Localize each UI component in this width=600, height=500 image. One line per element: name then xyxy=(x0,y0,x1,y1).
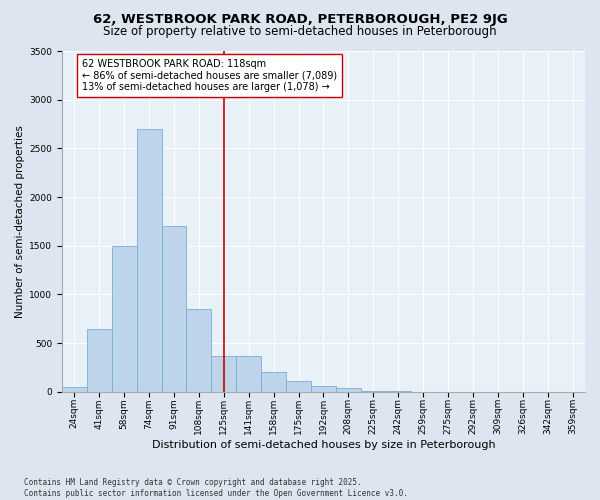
Text: Contains HM Land Registry data © Crown copyright and database right 2025.
Contai: Contains HM Land Registry data © Crown c… xyxy=(24,478,408,498)
X-axis label: Distribution of semi-detached houses by size in Peterborough: Distribution of semi-detached houses by … xyxy=(152,440,495,450)
Bar xyxy=(361,391,386,392)
Bar xyxy=(112,246,137,392)
Bar xyxy=(137,129,161,392)
Text: Size of property relative to semi-detached houses in Peterborough: Size of property relative to semi-detach… xyxy=(103,25,497,38)
Bar xyxy=(286,381,311,392)
Bar xyxy=(187,309,211,392)
Bar xyxy=(87,328,112,392)
Text: 62 WESTBROOK PARK ROAD: 118sqm
← 86% of semi-detached houses are smaller (7,089): 62 WESTBROOK PARK ROAD: 118sqm ← 86% of … xyxy=(82,59,337,92)
Bar xyxy=(261,372,286,392)
Bar xyxy=(236,356,261,392)
Bar xyxy=(62,387,87,392)
Bar xyxy=(161,226,187,392)
Text: 62, WESTBROOK PARK ROAD, PETERBOROUGH, PE2 9JG: 62, WESTBROOK PARK ROAD, PETERBOROUGH, P… xyxy=(92,12,508,26)
Bar xyxy=(211,356,236,392)
Bar xyxy=(336,388,361,392)
Bar xyxy=(311,386,336,392)
Y-axis label: Number of semi-detached properties: Number of semi-detached properties xyxy=(15,125,25,318)
